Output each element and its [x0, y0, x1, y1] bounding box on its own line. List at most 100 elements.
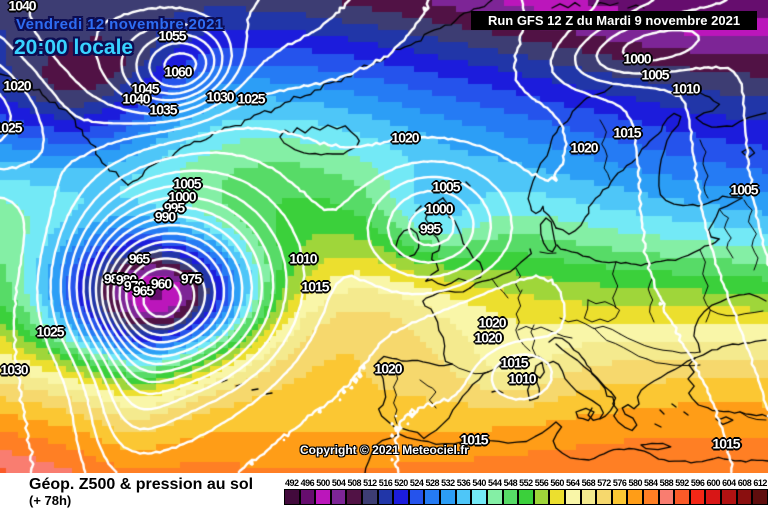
- legend-title: Géop. Z500 & pression au sol: [29, 476, 254, 493]
- copyright-text: Copyright © 2021 Meteociel.fr: [300, 443, 469, 457]
- scale-color-cell: [487, 490, 502, 504]
- scale-value: 536: [456, 478, 471, 488]
- isobar-label: 970: [123, 277, 145, 294]
- scale-color-cell: [675, 490, 689, 504]
- scale-value: 584: [644, 478, 658, 488]
- isobar-label: 1000: [425, 200, 453, 217]
- scale-color-cell: [472, 490, 486, 504]
- isobar-label: 985: [103, 270, 125, 287]
- scale-color-cell: [597, 490, 611, 504]
- isobar-label: 1045: [131, 80, 159, 97]
- scale-color-cell: [644, 490, 658, 504]
- scale-color-cell: [347, 490, 362, 504]
- isobar-label: 1025: [36, 323, 64, 340]
- isobar-label: 1020: [570, 139, 598, 156]
- scale-value: 576: [612, 478, 627, 488]
- scale-value: 508: [347, 478, 361, 488]
- scale-color-cell: [534, 490, 549, 504]
- isobar-label: 1010: [672, 80, 700, 97]
- isobar-label: 1000: [623, 50, 651, 67]
- isobar-label: 1030: [0, 361, 28, 378]
- isobar-label: 1030: [206, 88, 234, 105]
- legend-strip: Géop. Z500 & pression au sol (+ 78h) 492…: [0, 473, 768, 512]
- isobar-label: 1015: [613, 124, 641, 141]
- isobar-label: 995: [163, 199, 185, 216]
- legend-forecast-hour: (+ 78h): [29, 493, 72, 508]
- color-scale-values: 492 496 500 504 508 512 516 520 524 528 532 536 540 5…: [284, 478, 768, 488]
- isobar-label: 1020: [3, 77, 31, 94]
- isobar-label: 1005: [173, 175, 201, 192]
- scale-value: 532: [441, 478, 455, 488]
- isobar-label: 1015: [712, 435, 740, 452]
- scale-value: 596: [690, 478, 705, 488]
- isobar-label: 995: [419, 220, 441, 237]
- scale-color-cell: [331, 490, 346, 504]
- scale-value: 528: [425, 478, 440, 488]
- scale-value: 516: [378, 478, 393, 488]
- scale-value: 524: [409, 478, 424, 488]
- scale-value: 560: [550, 478, 564, 488]
- scale-value: 496: [300, 478, 315, 488]
- color-scale-bar: [284, 489, 768, 505]
- isobar-label: 980: [115, 271, 137, 288]
- scale-value: 540: [472, 478, 486, 488]
- isobar-label: 965: [132, 282, 154, 299]
- isobar-label: 1000: [168, 188, 196, 205]
- isobar-label: 1010: [508, 370, 536, 387]
- scale-value: 564: [566, 478, 580, 488]
- scale-color-cell: [753, 490, 767, 504]
- scale-value: 568: [581, 478, 596, 488]
- scale-color-cell: [409, 490, 424, 504]
- scale-value: 608: [737, 478, 752, 488]
- weather-map-canvas: [0, 0, 768, 473]
- scale-value: 600: [706, 478, 721, 488]
- scale-color-cell: [503, 490, 518, 504]
- scale-value: 548: [503, 478, 518, 488]
- scale-value: 552: [519, 478, 533, 488]
- scale-color-cell: [285, 490, 299, 504]
- scale-value: 580: [628, 478, 642, 488]
- scale-value: 556: [534, 478, 549, 488]
- isobar-label: 1060: [164, 63, 192, 80]
- scale-color-cell: [737, 490, 752, 504]
- model-run-banner: Run GFS 12 Z du Mardi 9 novembre 2021: [471, 11, 757, 30]
- isobar-label: 1005: [432, 178, 460, 195]
- scale-value: 544: [487, 478, 502, 488]
- isobar-label: 1005: [730, 181, 758, 198]
- isobar-label: 1025: [237, 90, 265, 107]
- scale-color-cell: [394, 490, 408, 504]
- scale-color-cell: [363, 490, 377, 504]
- scale-value: 604: [722, 478, 736, 488]
- scale-color-cell: [316, 490, 330, 504]
- scale-value: 588: [659, 478, 674, 488]
- isobar-label: 965: [128, 250, 150, 267]
- scale-color-cell: [550, 490, 564, 504]
- isobar-label: 1005: [641, 66, 669, 83]
- scale-color-cell: [612, 490, 627, 504]
- isobar-label: 960: [150, 275, 172, 292]
- scale-color-cell: [456, 490, 471, 504]
- scale-value: 520: [394, 478, 408, 488]
- isobar-label: 1035: [149, 101, 177, 118]
- scale-color-cell: [628, 490, 643, 504]
- isobar-label: 1020: [374, 360, 402, 377]
- scale-color-cell: [300, 490, 315, 504]
- isobar-label: 1020: [391, 129, 419, 146]
- scale-value: 592: [675, 478, 689, 488]
- scale-color-cell: [690, 490, 705, 504]
- scale-color-cell: [441, 490, 455, 504]
- isobar-label: 1040: [8, 0, 36, 14]
- scale-color-cell: [519, 490, 533, 504]
- scale-value: 612: [753, 478, 767, 488]
- valid-time-text: 20:00 locale: [14, 36, 134, 59]
- isobar-label: 1015: [500, 354, 528, 371]
- scale-color-cell: [706, 490, 721, 504]
- scale-value: 500: [316, 478, 330, 488]
- scale-value: 512: [363, 478, 377, 488]
- scale-value: 504: [331, 478, 346, 488]
- valid-date-text: Vendredi 12 novembre 2021: [16, 16, 224, 33]
- isobar-label: 1020: [478, 314, 506, 331]
- scale-color-cell: [425, 490, 440, 504]
- scale-color-cell: [659, 490, 674, 504]
